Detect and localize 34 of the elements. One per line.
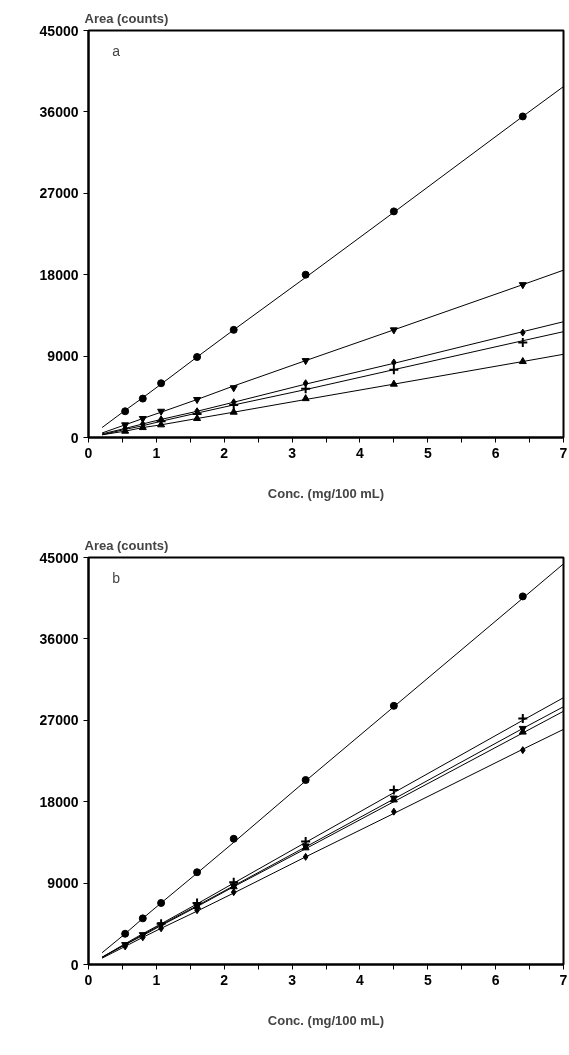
y-tick-label: 27000 <box>39 185 79 202</box>
y-axis-title: Area (counts) <box>84 537 169 553</box>
y-tick-label: 36000 <box>39 630 79 647</box>
y-axis-title: Area (counts) <box>84 10 169 26</box>
x-tick-label: 1 <box>152 971 161 988</box>
x-tick-label: 2 <box>220 971 229 988</box>
x-tick-label: 7 <box>559 444 568 461</box>
x-tick-label: 6 <box>491 444 500 461</box>
y-tick-label: 18000 <box>39 266 79 283</box>
x-tick-label: 3 <box>288 444 297 461</box>
x-tick-label: 4 <box>356 971 365 988</box>
x-tick-label: 1 <box>152 444 161 461</box>
y-tick-label: 0 <box>70 956 79 973</box>
annotation: b <box>112 569 121 586</box>
x-tick-label: 5 <box>423 444 432 461</box>
x-tick-label: 0 <box>84 444 93 461</box>
x-tick-label: 0 <box>84 971 93 988</box>
x-axis-title: Conc. (mg/100 mL) <box>267 485 385 501</box>
annotation: a <box>112 42 121 59</box>
y-tick-label: 36000 <box>39 103 79 120</box>
x-tick-label: 4 <box>356 444 365 461</box>
x-tick-label: 7 <box>559 971 568 988</box>
y-tick-label: 9000 <box>47 875 79 892</box>
x-tick-label: 6 <box>491 971 500 988</box>
y-tick-label: 18000 <box>39 793 79 810</box>
y-tick-label: 45000 <box>39 549 79 566</box>
x-axis-title: Conc. (mg/100 mL) <box>267 1012 385 1028</box>
y-tick-label: 27000 <box>39 712 79 729</box>
x-tick-label: 5 <box>423 971 432 988</box>
x-tick-label: 2 <box>220 444 229 461</box>
y-tick-label: 0 <box>70 429 79 446</box>
y-tick-label: 45000 <box>39 22 79 39</box>
x-tick-label: 3 <box>288 971 297 988</box>
y-tick-label: 9000 <box>47 348 79 365</box>
